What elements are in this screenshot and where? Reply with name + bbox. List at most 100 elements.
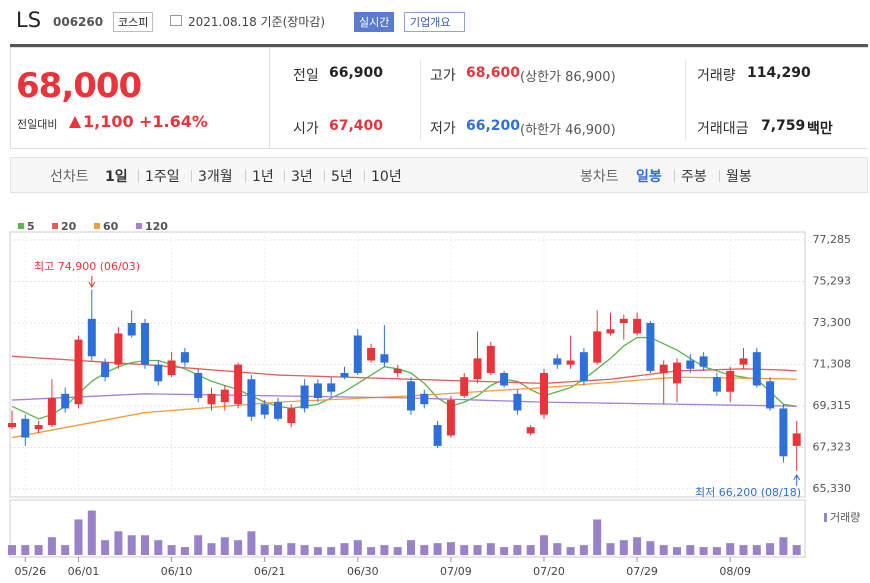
volume-bar — [673, 547, 681, 555]
tab-label: 봉차트 — [580, 169, 619, 185]
candle-body — [141, 323, 149, 365]
candle-body — [180, 352, 189, 363]
legend-swatch — [94, 223, 100, 229]
volume-bar — [180, 547, 189, 555]
volume-bar — [194, 535, 203, 555]
stat-label: 저가 — [430, 121, 456, 137]
candle-body — [393, 368, 402, 373]
tab-separator — [138, 170, 139, 182]
candle-body — [486, 345, 495, 373]
volume-bar — [353, 540, 362, 555]
candle-body — [47, 397, 56, 426]
tab[interactable]: 월봉 — [726, 169, 752, 185]
x-tick-label: 08/09 — [719, 565, 751, 578]
realtime-button[interactable]: 실시간 — [354, 12, 395, 32]
candle-body — [8, 422, 16, 428]
candle-body — [287, 408, 296, 423]
tab-separator — [364, 170, 365, 182]
volume-bar — [579, 545, 588, 555]
stock-name: LS — [16, 8, 42, 32]
candle-body — [686, 360, 695, 369]
volume-bar — [87, 510, 96, 555]
volume-bar — [74, 519, 83, 555]
tab-bar — [10, 157, 868, 193]
change-label: 전일대비 — [17, 118, 58, 131]
volume-frame — [9, 499, 806, 558]
candle-body — [513, 393, 522, 411]
stat-value: 7,759 — [761, 118, 806, 134]
price-box — [10, 47, 270, 149]
candle-body — [220, 389, 229, 403]
separator — [420, 60, 421, 140]
tab[interactable]: 1년 — [252, 169, 274, 185]
separator — [685, 60, 686, 140]
stat-note: (하한가 46,900) — [520, 123, 616, 138]
tab[interactable]: 일봉 — [636, 169, 662, 185]
stat-value: 68,600 — [466, 65, 521, 81]
candle-body — [114, 333, 123, 365]
company-button[interactable]: 기업개요 — [404, 12, 466, 32]
price: 68,000 — [16, 66, 142, 106]
volume-bar — [274, 545, 282, 555]
candle-body — [340, 372, 349, 378]
candle-body — [646, 323, 655, 371]
tab-separator — [245, 170, 246, 182]
stat-value: 66,900 — [329, 65, 384, 81]
candle-body — [61, 393, 70, 409]
volume-bar — [460, 545, 469, 555]
tab[interactable]: 3년 — [291, 169, 313, 185]
candle-body — [234, 364, 243, 405]
candle-body — [460, 377, 469, 396]
candle-body — [766, 381, 775, 409]
volume-bar — [220, 537, 229, 555]
y-tick-label: 65,330 — [813, 482, 852, 495]
tab[interactable]: 주봉 — [681, 169, 707, 185]
y-tick-label: 77,285 — [813, 233, 852, 246]
annotation: 최저 66,200 (08/18) — [695, 486, 801, 499]
candle-body — [154, 364, 163, 382]
volume-bar — [446, 542, 455, 555]
tab-separator — [674, 170, 675, 182]
ma-line — [11, 393, 797, 407]
volume-bar — [752, 545, 761, 555]
legend-swatch — [136, 223, 142, 229]
volume-bar — [633, 537, 642, 555]
stat-label: 고가 — [430, 68, 456, 84]
volume-bar — [686, 545, 695, 555]
candle-body — [540, 372, 548, 415]
volume-bar — [407, 540, 415, 555]
stat-unit: 백만 — [807, 121, 833, 137]
tab[interactable]: 1주일 — [145, 169, 180, 185]
candle-body — [473, 358, 482, 380]
volume-bar — [154, 540, 163, 555]
volume-bar — [606, 543, 615, 555]
candle-body — [380, 354, 389, 363]
stock-code: 006260 — [53, 15, 104, 29]
tab[interactable]: 5년 — [331, 169, 353, 185]
candle-body — [353, 335, 362, 373]
tab-label: 선차트 — [50, 169, 89, 185]
volume-bar — [766, 543, 775, 555]
candle-body — [739, 358, 748, 365]
x-tick-label: 05/26 — [14, 565, 46, 578]
volume-legend-swatch — [824, 513, 827, 522]
tab[interactable]: 1일 — [105, 169, 128, 185]
candle-body — [407, 381, 415, 411]
candle-body — [194, 372, 203, 398]
volume-bar — [526, 545, 535, 555]
stat-label: 시가 — [293, 121, 319, 137]
tab[interactable]: 10년 — [371, 169, 402, 185]
volume-bar — [619, 540, 628, 555]
candle-body — [579, 352, 588, 382]
candle-body — [101, 362, 110, 378]
candle-body — [619, 318, 628, 323]
legend-swatch — [52, 223, 58, 229]
volume-bar — [792, 545, 801, 555]
volume-bar — [593, 519, 602, 555]
volume-bar — [47, 537, 56, 555]
candle-body — [34, 425, 43, 430]
volume-bar — [367, 547, 376, 555]
tab[interactable]: 3개월 — [198, 169, 233, 185]
up-triangle — [69, 116, 81, 128]
volume-bar — [513, 545, 522, 555]
